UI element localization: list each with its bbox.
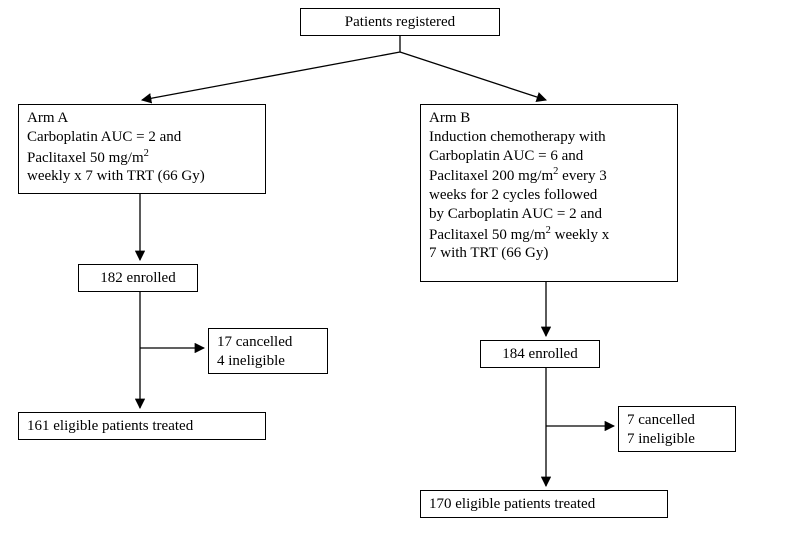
arm-b-line5: by Carboplatin AUC = 2 and [429, 205, 669, 224]
node-arm-b: Arm B Induction chemotherapy with Carbop… [420, 104, 678, 282]
node-label: 184 enrolled [502, 345, 577, 364]
arm-b-title: Arm B [429, 109, 669, 128]
node-arm-a-excluded: 17 cancelled 4 ineligible [208, 328, 328, 374]
arm-b-line6: Paclitaxel 50 mg/m2 weekly x [429, 224, 669, 245]
arm-a-line3: weekly x 7 with TRT (66 Gy) [27, 167, 257, 186]
node-arm-a-enrolled: 182 enrolled [78, 264, 198, 292]
arm-a-line1: Carboplatin AUC = 2 and [27, 128, 257, 147]
node-arm-a: Arm A Carboplatin AUC = 2 and Paclitaxel… [18, 104, 266, 194]
arm-b-line4: weeks for 2 cycles followed [429, 186, 669, 205]
arm-a-line2: Paclitaxel 50 mg/m2 [27, 147, 257, 168]
excl-line2: 4 ineligible [217, 352, 319, 371]
node-arm-a-treated: 161 eligible patients treated [18, 412, 266, 440]
node-arm-b-enrolled: 184 enrolled [480, 340, 600, 368]
node-arm-b-excluded: 7 cancelled 7 ineligible [618, 406, 736, 452]
excl-line1: 7 cancelled [627, 411, 727, 430]
arm-b-line7: 7 with TRT (66 Gy) [429, 244, 669, 263]
excl-line1: 17 cancelled [217, 333, 319, 352]
node-arm-b-treated: 170 eligible patients treated [420, 490, 668, 518]
node-patients-registered: Patients registered [300, 8, 500, 36]
arm-b-line2: Carboplatin AUC = 6 and [429, 147, 669, 166]
arm-b-line1: Induction chemotherapy with [429, 128, 669, 147]
node-label: 170 eligible patients treated [429, 495, 595, 514]
node-label: Patients registered [345, 13, 455, 32]
excl-line2: 7 ineligible [627, 430, 727, 449]
arm-a-title: Arm A [27, 109, 257, 128]
node-label: 182 enrolled [100, 269, 175, 288]
arm-b-line3: Paclitaxel 200 mg/m2 every 3 [429, 165, 669, 186]
node-label: 161 eligible patients treated [27, 417, 193, 436]
